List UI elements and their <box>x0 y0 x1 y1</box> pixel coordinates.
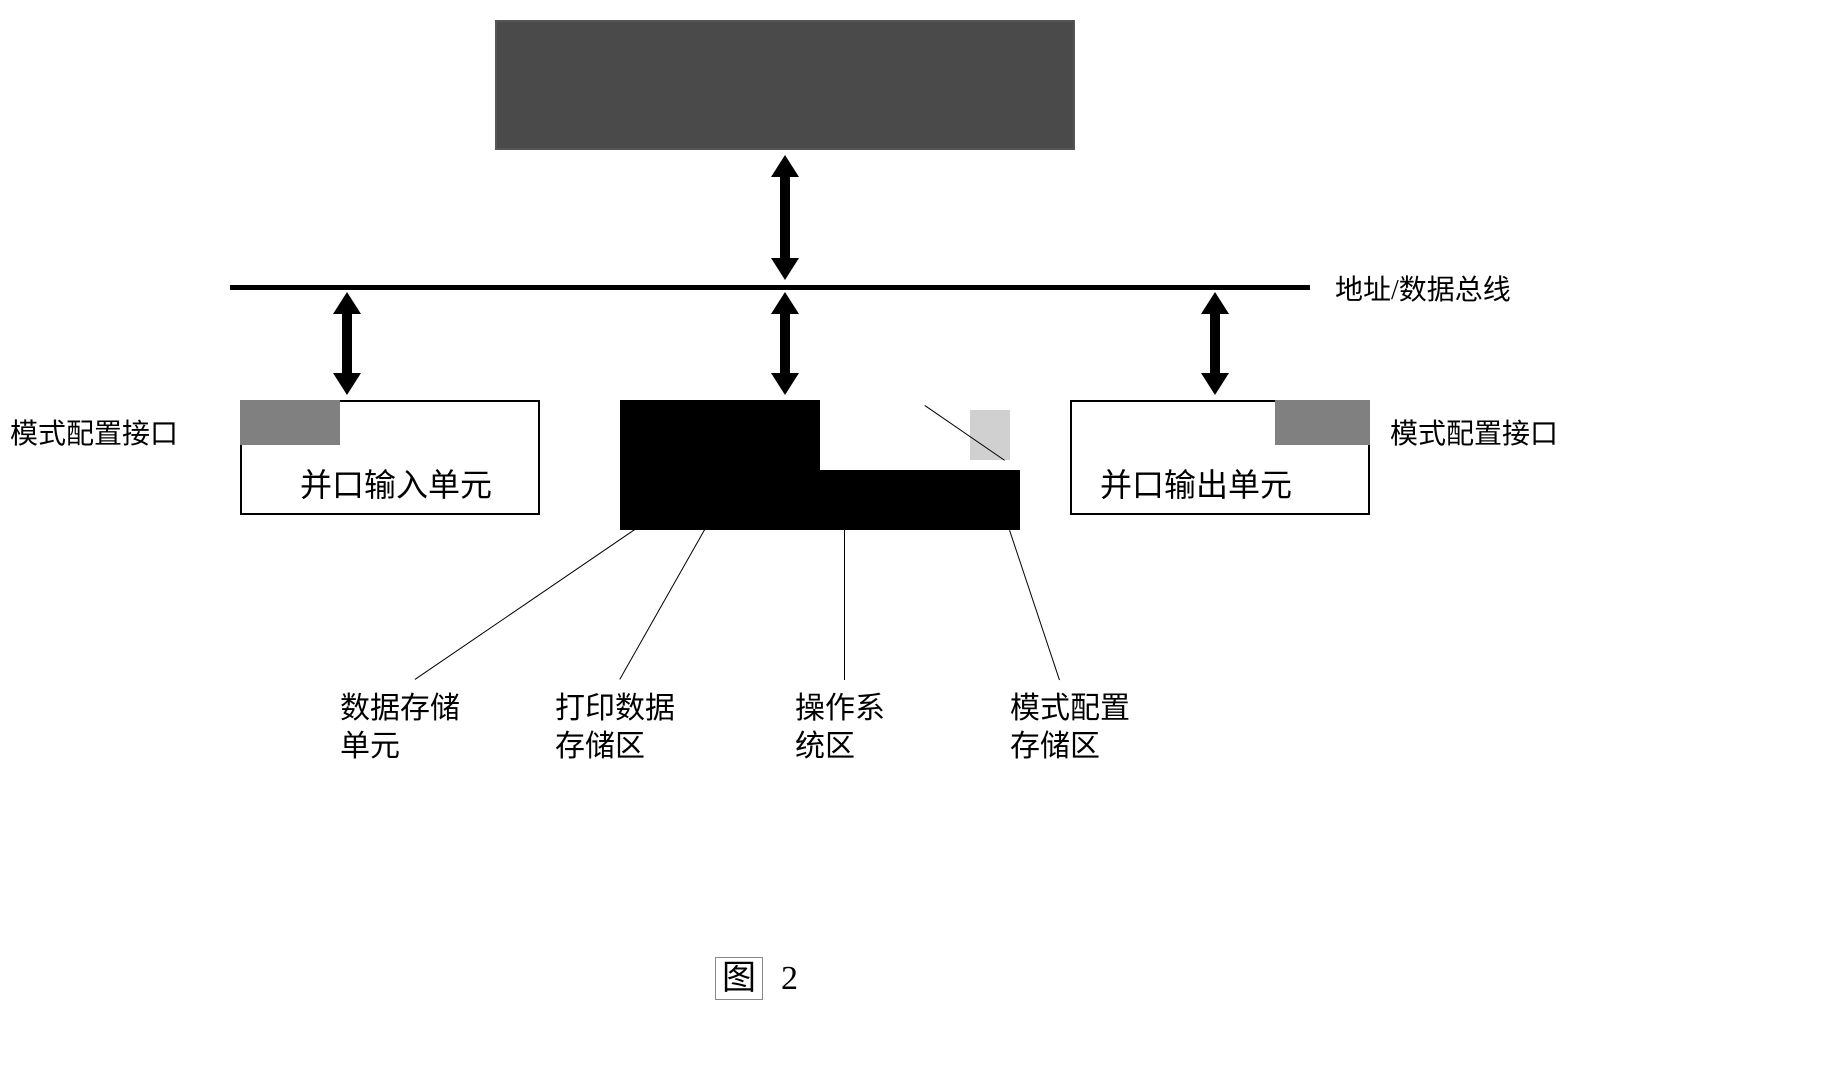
right-side-label: 模式配置接口 <box>1390 412 1558 452</box>
callout-line-print-data-storage <box>619 530 705 680</box>
callout-label-3: 模式配置存储区 <box>1010 690 1130 765</box>
callout-label-1: 打印数据存储区 <box>555 690 675 765</box>
callout-label-0: 数据存储单元 <box>340 690 460 765</box>
cpu-box <box>495 20 1075 150</box>
figure-label: 图2 <box>715 950 798 999</box>
parallel-input-label: 并口输入单元 <box>300 460 492 506</box>
callout-line-os-area <box>844 530 845 680</box>
address-data-bus <box>230 285 1310 290</box>
os-region <box>820 470 1020 530</box>
callout-line-config-storage <box>1009 530 1060 680</box>
diagram-container: 地址/数据总线 并口输入单元 模式配置接口 并口输出单元 模式配置接口 数据存储… <box>0 0 1844 1085</box>
right-config-port <box>1275 400 1370 445</box>
print-data-region <box>620 400 820 530</box>
callout-label-2: 操作系统区 <box>795 690 885 765</box>
figure-boxed: 图 <box>715 957 763 1000</box>
config-inner <box>970 410 1010 460</box>
bus-label: 地址/数据总线 <box>1335 268 1511 308</box>
left-side-label: 模式配置接口 <box>10 412 178 452</box>
callout-line-data-storage-unit <box>414 529 635 680</box>
left-config-port <box>240 400 340 445</box>
figure-number: 2 <box>781 960 798 997</box>
parallel-output-label: 并口输出单元 <box>1100 460 1292 506</box>
